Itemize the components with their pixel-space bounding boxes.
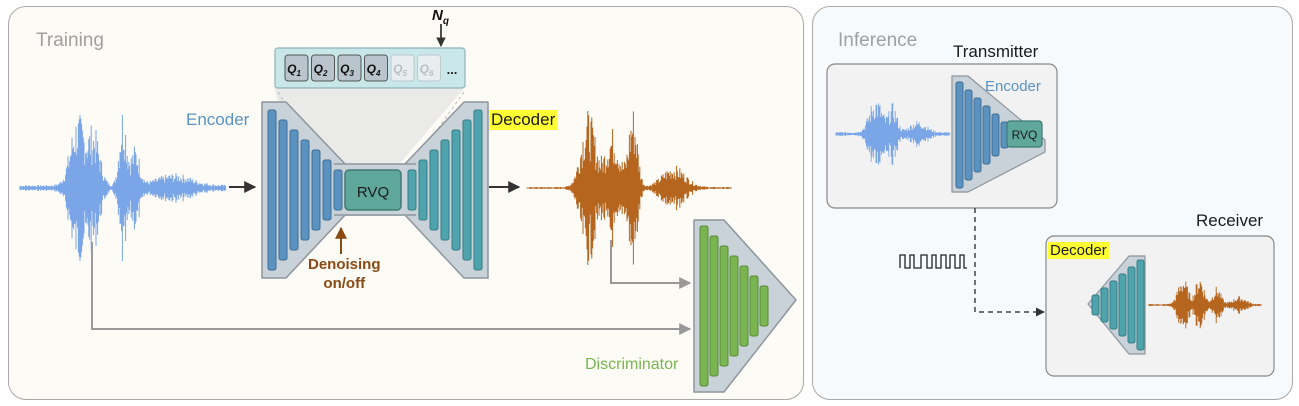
quantizer-cell: Q6 bbox=[417, 54, 441, 82]
decoder-label: Decoder bbox=[489, 110, 558, 130]
receiver-label: Receiver bbox=[1196, 211, 1264, 230]
layer-bar bbox=[333, 169, 343, 211]
receiver-decoder-label: Decoder bbox=[1048, 242, 1109, 259]
layer-bar bbox=[322, 159, 332, 221]
layer-bar bbox=[1118, 273, 1127, 337]
receiver-box bbox=[1045, 235, 1275, 377]
layer-bar bbox=[311, 149, 321, 231]
transmitter-input-waveform bbox=[835, 103, 951, 165]
quantizer-label: Q4 bbox=[367, 62, 381, 78]
output-waveform bbox=[526, 111, 732, 265]
layer-bar bbox=[964, 89, 973, 181]
layer-bar bbox=[429, 149, 439, 231]
layer-bar bbox=[709, 235, 719, 377]
denoising-line2: on/off bbox=[323, 275, 366, 292]
layer-bar bbox=[407, 169, 417, 211]
layer-bar bbox=[991, 113, 1000, 157]
encoder-label: Encoder bbox=[186, 110, 250, 129]
quantizer-cell: Q2 bbox=[311, 54, 335, 82]
transmitter-encoder-layers bbox=[955, 81, 1009, 189]
layer-bar bbox=[418, 159, 428, 221]
quantizer-cell: Q4 bbox=[364, 54, 388, 82]
nq-label: Nq bbox=[432, 7, 449, 27]
quantizer-ellipsis: ... bbox=[447, 62, 458, 77]
layer-bar bbox=[739, 265, 749, 347]
layer-bar bbox=[451, 129, 461, 251]
layer-bar bbox=[973, 97, 982, 173]
layer-bar bbox=[278, 119, 288, 261]
layer-bar bbox=[1127, 266, 1136, 344]
training-title: Training bbox=[36, 30, 104, 51]
quantizer-label: Q1 bbox=[287, 62, 301, 78]
layer-bar bbox=[699, 225, 709, 387]
layer-bar bbox=[1091, 294, 1100, 316]
layer-bar bbox=[289, 129, 299, 251]
layer-bar bbox=[1136, 259, 1145, 351]
quantizer-label: Q3 bbox=[340, 62, 354, 78]
input-to-discriminator-path bbox=[91, 242, 692, 335]
layer-bar bbox=[462, 119, 472, 261]
transmitter-rvq-label: RVQ bbox=[1012, 128, 1038, 142]
bitstream-dashed-arrow bbox=[974, 208, 1045, 317]
denoising-label: Denoising on/off bbox=[308, 255, 381, 293]
quantizer-cell: Q3 bbox=[337, 54, 362, 82]
receiver-decoder-layers bbox=[1091, 259, 1145, 351]
quantizer-label: Q2 bbox=[314, 62, 328, 78]
output-to-discriminator-path bbox=[610, 240, 692, 289]
layer-bar bbox=[473, 109, 483, 271]
discriminator-layers bbox=[699, 225, 769, 387]
receiver-output-waveform bbox=[1148, 281, 1263, 329]
layer-bar bbox=[1100, 287, 1109, 323]
decoder-layers bbox=[407, 109, 483, 271]
rvq-label: RVQ bbox=[357, 184, 389, 201]
layer-bar bbox=[729, 255, 739, 357]
transmitter-label: Transmitter bbox=[953, 42, 1039, 61]
layer-bar bbox=[300, 139, 310, 241]
rvq-block bbox=[344, 169, 402, 211]
layer-bar bbox=[1109, 280, 1118, 330]
quantizer-cells: Q1 Q2 Q3 Q4 Q5 Q6 bbox=[284, 54, 441, 82]
layer-bar bbox=[719, 245, 729, 367]
input-waveform bbox=[19, 115, 227, 261]
transmitter-rvq-block bbox=[1006, 120, 1043, 148]
discriminator-label: Discriminator bbox=[585, 356, 679, 373]
quantizer-cell: Q5 bbox=[390, 54, 415, 82]
quantizer-cell: Q1 bbox=[284, 54, 309, 82]
bitstream-icon bbox=[899, 254, 967, 269]
encoder-layers bbox=[267, 109, 343, 271]
quantizer-label: Q5 bbox=[393, 62, 407, 78]
transmitter-encoder-label: Encoder bbox=[985, 78, 1041, 95]
layer-bar bbox=[955, 81, 964, 189]
layer-bar bbox=[759, 285, 769, 327]
layer-bar bbox=[749, 275, 759, 337]
quantizer-label: Q6 bbox=[420, 62, 434, 78]
inference-title: Inference bbox=[838, 30, 918, 51]
layer-bar bbox=[440, 139, 450, 241]
layer-bar bbox=[982, 105, 991, 165]
layer-bar bbox=[267, 109, 277, 271]
denoising-line1: Denoising bbox=[308, 256, 381, 273]
